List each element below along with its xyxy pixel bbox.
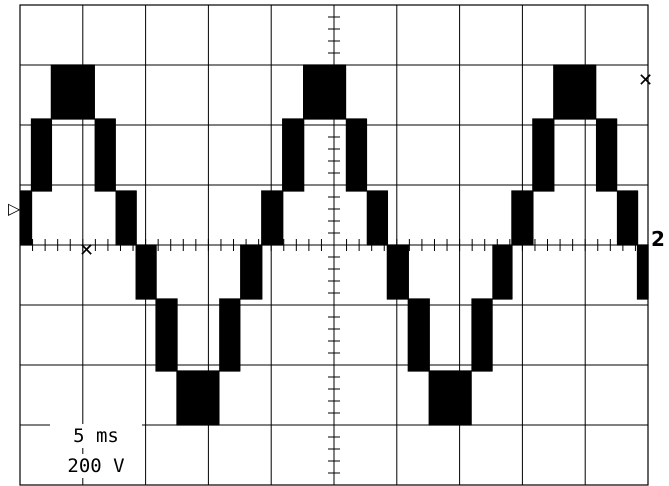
waveform-line	[19, 64, 649, 426]
ground-marker: ▷	[8, 199, 21, 218]
volts-per-div-readout: 200 V	[50, 454, 142, 478]
time-per-div-readout: 5 ms	[50, 424, 142, 448]
channel-marker: 2	[651, 227, 665, 251]
waveform-trace	[19, 64, 649, 426]
trigger-marker-left: ✕	[79, 240, 94, 261]
trigger-marker-right: ✕	[638, 70, 653, 91]
